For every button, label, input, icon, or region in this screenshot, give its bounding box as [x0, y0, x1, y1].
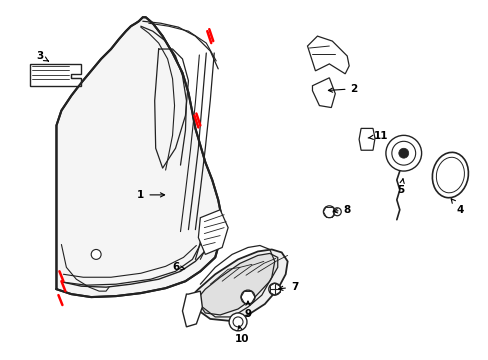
Polygon shape	[198, 253, 277, 315]
Circle shape	[241, 290, 254, 304]
Text: 9: 9	[244, 301, 251, 319]
Text: 7: 7	[278, 282, 298, 292]
Circle shape	[398, 148, 408, 158]
Text: 8: 8	[333, 205, 350, 215]
Polygon shape	[307, 36, 348, 74]
Polygon shape	[192, 249, 287, 321]
Circle shape	[323, 206, 335, 218]
Circle shape	[333, 208, 341, 216]
Text: 4: 4	[450, 199, 463, 215]
Polygon shape	[56, 17, 222, 297]
Ellipse shape	[431, 152, 468, 198]
Circle shape	[268, 283, 280, 295]
Polygon shape	[312, 78, 335, 108]
Circle shape	[233, 317, 243, 327]
Polygon shape	[198, 210, 228, 255]
Circle shape	[385, 135, 421, 171]
Text: 5: 5	[396, 179, 404, 195]
Circle shape	[229, 313, 246, 331]
Ellipse shape	[435, 157, 464, 193]
Circle shape	[91, 249, 101, 260]
Polygon shape	[30, 64, 81, 86]
Text: 2: 2	[328, 84, 357, 94]
Circle shape	[391, 141, 415, 165]
Polygon shape	[182, 291, 202, 327]
Text: 10: 10	[234, 326, 249, 344]
Text: 6: 6	[172, 262, 184, 272]
Text: 1: 1	[137, 190, 164, 200]
Text: 3: 3	[36, 51, 48, 61]
Polygon shape	[358, 129, 374, 150]
Text: 11: 11	[367, 131, 387, 141]
